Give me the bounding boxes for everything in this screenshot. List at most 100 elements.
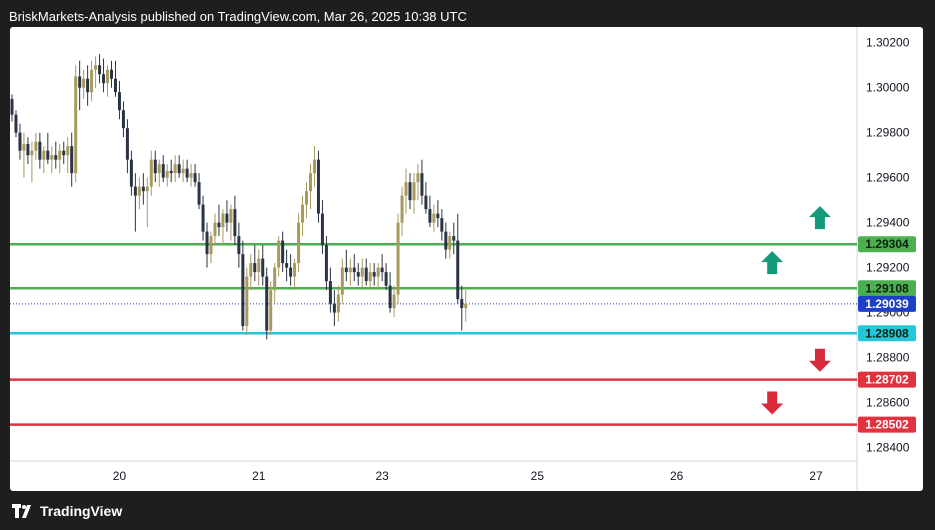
candle bbox=[293, 258, 297, 291]
candle-body bbox=[117, 92, 121, 111]
candle bbox=[169, 159, 173, 183]
price-tag-bg bbox=[858, 371, 916, 388]
candle-body bbox=[320, 213, 324, 246]
candle bbox=[360, 258, 364, 291]
footer: TradingView bbox=[12, 501, 122, 521]
candle bbox=[257, 249, 261, 286]
candle-body bbox=[225, 213, 229, 223]
candle bbox=[312, 146, 316, 187]
candle bbox=[161, 155, 165, 183]
candle bbox=[125, 119, 129, 174]
candle bbox=[281, 231, 285, 273]
price-tick-label: 1.30000 bbox=[866, 81, 910, 95]
candle bbox=[261, 245, 265, 286]
candle bbox=[301, 195, 305, 237]
candle-body bbox=[368, 272, 372, 282]
price-tag-bg bbox=[858, 280, 916, 297]
candle bbox=[364, 258, 368, 286]
candle bbox=[157, 159, 161, 187]
candle-body bbox=[113, 78, 117, 93]
candle-body bbox=[360, 267, 364, 277]
price-tag-1.28702: 1.28702 bbox=[858, 371, 916, 388]
candle bbox=[121, 101, 125, 138]
price-tag-label: 1.29304 bbox=[865, 237, 909, 251]
candle bbox=[189, 164, 193, 187]
candle-body bbox=[412, 182, 416, 201]
price-tag-label: 1.28502 bbox=[865, 418, 909, 432]
candle-body bbox=[237, 236, 241, 255]
candle-body bbox=[110, 69, 113, 79]
candlestick-chart[interactable]: 1.30200 1.30000 1.29800 1.29600 1.29400 1.292… bbox=[10, 27, 923, 491]
candle bbox=[324, 236, 328, 291]
candle-body bbox=[149, 159, 153, 187]
candle bbox=[209, 231, 213, 264]
candle-body bbox=[245, 276, 249, 327]
candle-body bbox=[106, 69, 110, 84]
candle-body bbox=[241, 254, 245, 327]
candle-body bbox=[420, 173, 424, 196]
candle-body bbox=[62, 150, 66, 156]
candle-body bbox=[137, 186, 141, 196]
candle bbox=[253, 245, 257, 282]
candle bbox=[229, 204, 233, 241]
candle-body bbox=[205, 231, 209, 255]
candle-body bbox=[332, 303, 336, 313]
level-price-tags: 1.29304 1.29108 1.29039 1.28908 1.28702 1.285… bbox=[858, 236, 916, 433]
candle-body bbox=[464, 303, 468, 309]
price-tag-1.29304: 1.29304 bbox=[858, 236, 916, 253]
arrow-down-icon bbox=[761, 391, 784, 415]
candle bbox=[110, 60, 113, 88]
candle-body bbox=[388, 285, 392, 309]
candle-body bbox=[141, 186, 145, 192]
candle-body bbox=[305, 191, 309, 205]
candle-body bbox=[169, 170, 173, 174]
arrow-up-icon bbox=[808, 206, 831, 230]
chart-panel[interactable]: 1.30200 1.30000 1.29800 1.29600 1.29400 1.292… bbox=[10, 27, 923, 491]
candle bbox=[213, 213, 217, 246]
candle-body bbox=[336, 294, 340, 313]
candle bbox=[452, 222, 456, 255]
candle-body bbox=[38, 141, 42, 160]
candle bbox=[380, 254, 384, 282]
candle-body bbox=[452, 236, 456, 241]
candle bbox=[416, 164, 420, 201]
candle bbox=[205, 222, 209, 268]
candle-body bbox=[121, 110, 125, 129]
candle bbox=[173, 155, 177, 183]
candle-body bbox=[424, 195, 428, 210]
candle-body bbox=[312, 159, 316, 174]
candle-body bbox=[328, 281, 332, 304]
candle bbox=[58, 143, 62, 174]
candle-body bbox=[344, 267, 348, 273]
candle-body bbox=[46, 150, 50, 160]
candles bbox=[10, 53, 468, 340]
candle bbox=[233, 195, 237, 246]
candle bbox=[30, 141, 34, 183]
candle-body bbox=[26, 143, 30, 156]
time-tick-label: 26 bbox=[670, 469, 684, 483]
candle bbox=[225, 200, 229, 232]
candle-body bbox=[153, 159, 157, 174]
candle-body bbox=[177, 164, 181, 174]
candle bbox=[94, 56, 98, 88]
candle-body bbox=[289, 267, 293, 277]
candle-body bbox=[173, 164, 177, 174]
time-tick-label: 23 bbox=[375, 469, 389, 483]
candle-body bbox=[309, 173, 312, 192]
candle-body bbox=[42, 150, 46, 160]
price-tick-label: 1.30200 bbox=[866, 36, 910, 50]
candle bbox=[289, 254, 293, 286]
candle-body bbox=[50, 155, 54, 160]
candle bbox=[237, 222, 241, 268]
price-tag-bg bbox=[858, 325, 916, 342]
price-tick-label: 1.29400 bbox=[866, 216, 910, 230]
price-tag-1.28502: 1.28502 bbox=[858, 416, 916, 433]
candle bbox=[217, 204, 221, 237]
time-axis: 20 21 23 25 26 27 bbox=[113, 469, 823, 483]
candle bbox=[336, 285, 340, 322]
candle bbox=[436, 200, 440, 228]
candle-body bbox=[297, 222, 301, 264]
candle bbox=[396, 213, 400, 304]
candle-body bbox=[348, 267, 352, 273]
candle bbox=[344, 249, 348, 282]
